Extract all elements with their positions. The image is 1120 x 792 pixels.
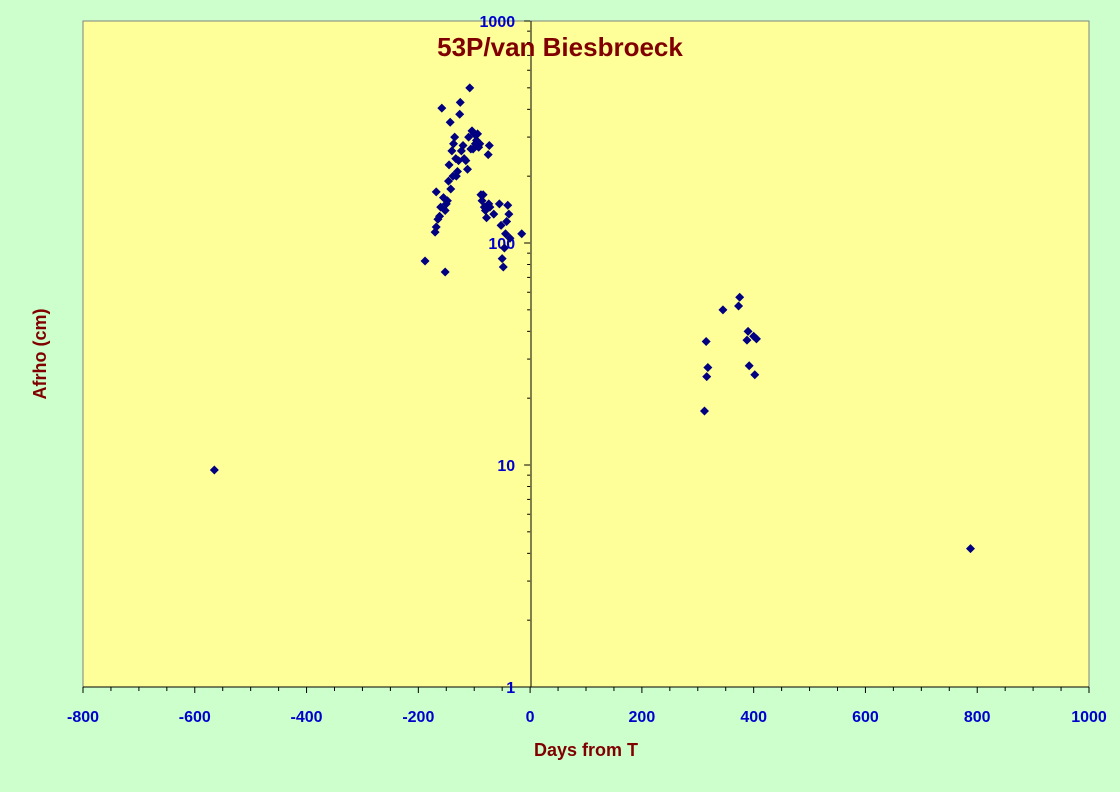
data-points — [209, 83, 976, 554]
data-point — [701, 337, 711, 347]
data-point — [435, 211, 445, 221]
x-tick-label: 0 — [526, 709, 535, 726]
y-tick-label: 1000 — [480, 14, 516, 31]
data-point — [517, 229, 527, 239]
data-point — [473, 129, 483, 139]
data-point — [440, 206, 450, 216]
y-tick-label: 10 — [497, 458, 515, 475]
data-point — [504, 209, 514, 219]
data-point — [431, 222, 441, 232]
data-point — [494, 199, 504, 209]
x-tick-label: 400 — [740, 709, 767, 726]
data-point — [502, 216, 512, 226]
x-tick-label: 600 — [852, 709, 879, 726]
data-point — [718, 305, 728, 315]
x-tick-label: 800 — [964, 709, 991, 726]
data-point — [458, 140, 468, 150]
data-point — [751, 334, 761, 344]
data-point — [445, 117, 455, 127]
data-point — [455, 109, 465, 119]
data-point — [440, 267, 450, 277]
data-point — [498, 262, 508, 272]
data-point — [499, 243, 509, 253]
data-point — [465, 83, 475, 93]
data-point — [966, 544, 976, 554]
data-point — [484, 140, 494, 150]
data-point — [461, 156, 471, 166]
data-point — [442, 196, 452, 206]
data-point — [478, 190, 488, 200]
data-point — [209, 465, 219, 475]
data-point — [437, 103, 447, 113]
x-tick-label: -600 — [179, 709, 211, 726]
data-point — [475, 139, 485, 149]
data-point — [743, 326, 753, 336]
x-axis-title: Days from T — [534, 740, 638, 760]
data-point — [699, 406, 709, 416]
data-point — [735, 292, 745, 302]
data-point — [452, 166, 462, 176]
data-point — [482, 213, 492, 223]
data-point — [702, 372, 712, 382]
data-point — [485, 202, 495, 212]
data-point — [450, 132, 460, 142]
x-tick-label: -400 — [291, 709, 323, 726]
data-point — [444, 160, 454, 170]
data-point — [496, 220, 506, 230]
data-point — [742, 335, 752, 345]
y-tick-marks — [524, 20, 531, 688]
data-point — [734, 301, 744, 311]
data-point — [455, 97, 465, 107]
data-point — [463, 164, 473, 174]
x-tick-label: -200 — [402, 709, 434, 726]
data-point — [505, 233, 515, 243]
x-tick-labels: -800 -600 -400 -200 0 200 400 600 800 1000 — [67, 709, 1107, 726]
x-tick-marks — [82, 687, 1090, 693]
data-point — [483, 150, 493, 160]
data-point — [449, 139, 459, 149]
data-point — [503, 200, 513, 210]
data-point — [489, 209, 499, 219]
x-tick-label: -800 — [67, 709, 99, 726]
data-point — [497, 254, 507, 264]
data-point — [446, 184, 456, 194]
chart-title: 53P/van Biesbroeck — [437, 32, 683, 62]
data-point — [744, 361, 754, 371]
data-point — [703, 362, 713, 372]
y-tick-label: 1 — [506, 680, 515, 697]
x-tick-label: 1000 — [1071, 709, 1107, 726]
data-point — [431, 187, 441, 197]
data-point — [420, 256, 430, 266]
plot-area — [82, 20, 1090, 688]
data-point — [447, 146, 457, 156]
x-tick-label: 200 — [629, 709, 656, 726]
data-point — [444, 176, 454, 186]
y-axis-title: Afrho (cm) — [30, 309, 50, 400]
data-point — [750, 370, 760, 380]
